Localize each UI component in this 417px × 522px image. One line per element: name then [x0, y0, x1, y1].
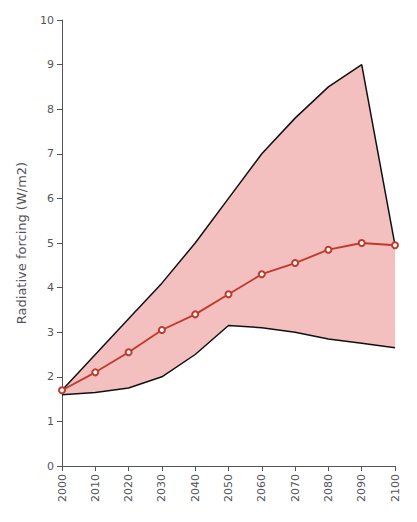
svg-text:3: 3 — [47, 326, 54, 339]
svg-text:7: 7 — [47, 147, 54, 160]
svg-text:9: 9 — [47, 58, 54, 71]
svg-text:2070: 2070 — [289, 474, 302, 502]
svg-text:2100: 2100 — [389, 474, 402, 502]
svg-text:2090: 2090 — [355, 474, 368, 502]
svg-text:8: 8 — [47, 103, 54, 116]
svg-text:2: 2 — [47, 370, 54, 383]
svg-text:2050: 2050 — [222, 474, 235, 502]
svg-text:4: 4 — [47, 281, 54, 294]
svg-text:0: 0 — [47, 460, 54, 473]
svg-text:6: 6 — [47, 192, 54, 205]
svg-text:Radiative forcing (W/m2): Radiative forcing (W/m2) — [14, 162, 29, 324]
svg-text:2040: 2040 — [189, 474, 202, 502]
svg-text:10: 10 — [40, 14, 54, 27]
svg-text:5: 5 — [47, 237, 54, 250]
svg-text:2080: 2080 — [322, 474, 335, 502]
svg-text:2010: 2010 — [89, 474, 102, 502]
svg-text:2060: 2060 — [255, 474, 268, 502]
svg-text:1: 1 — [47, 415, 54, 428]
svg-text:2000: 2000 — [56, 474, 69, 502]
svg-text:2030: 2030 — [155, 474, 168, 502]
svg-text:2020: 2020 — [122, 474, 135, 502]
